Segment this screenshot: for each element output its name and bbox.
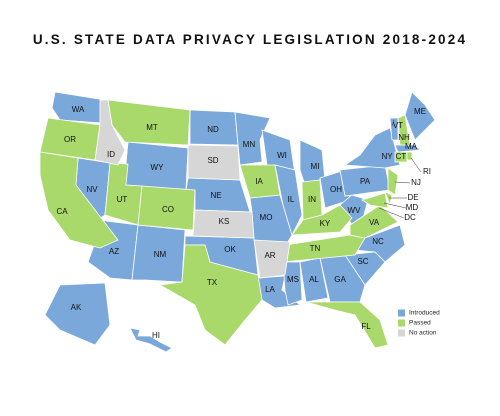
state-shape	[343, 127, 401, 169]
state-label: MD	[406, 203, 419, 212]
state-label: IA	[255, 177, 263, 186]
state-shape	[384, 191, 393, 207]
state-label: ME	[414, 107, 426, 116]
state-shape	[253, 239, 291, 279]
state-labels: WA NV AZ WY NM ND NE OK MN MO LA WI IL MI MS AL GA OH WV NC…	[56, 105, 431, 340]
state-shape	[404, 91, 436, 141]
state-shape	[389, 117, 399, 141]
state-label: GA	[334, 275, 346, 284]
state-shape	[234, 111, 271, 166]
state-label: TN	[310, 244, 321, 253]
legend-swatch	[398, 329, 405, 337]
state-label: HI	[152, 331, 160, 340]
state-shape	[192, 209, 255, 239]
state-label: NE	[210, 191, 221, 200]
state-label: DE	[407, 193, 418, 202]
state-label: MN	[243, 140, 256, 149]
state-label: AZ	[109, 247, 119, 256]
state-label: LA	[265, 285, 275, 294]
legend-swatch	[398, 319, 405, 327]
state-label: IL	[288, 195, 295, 204]
leader-line	[383, 202, 407, 209]
state-shape	[129, 327, 173, 353]
state-label: RI	[423, 167, 431, 176]
state-shape	[94, 99, 126, 166]
state-label: PA	[360, 177, 371, 186]
state-label: WV	[348, 206, 362, 215]
state-label: AK	[71, 303, 82, 312]
state-shape	[282, 261, 303, 306]
state-label: MO	[260, 213, 273, 222]
state-shape	[361, 192, 389, 209]
state-label: ID	[107, 150, 115, 159]
state-label: CO	[162, 205, 174, 214]
state-shape	[291, 204, 353, 236]
state-label: TX	[207, 278, 218, 287]
state-label: KY	[320, 219, 331, 228]
state-label: AL	[309, 275, 319, 284]
state-label: VA	[369, 218, 380, 227]
leader-line	[391, 119, 395, 127]
state-shape	[187, 144, 241, 181]
state-label: CT	[396, 152, 407, 161]
state-label: WY	[151, 163, 165, 172]
state-shape	[274, 164, 303, 237]
legend-swatch	[398, 309, 405, 317]
state-label: OH	[330, 185, 342, 194]
state-label: IN	[308, 195, 316, 204]
legend-label: Introduced	[409, 310, 440, 317]
state-label: AR	[264, 251, 275, 260]
state-shape	[349, 204, 399, 239]
state-label: NJ	[411, 178, 421, 187]
state-label: FL	[361, 322, 371, 331]
state-label: NM	[154, 250, 167, 259]
state-label: VT	[393, 121, 403, 130]
state-shape	[387, 167, 399, 196]
leader-line	[394, 181, 411, 184]
state-label: KS	[219, 217, 230, 226]
state-label: UT	[117, 195, 128, 204]
state-label: MA	[405, 142, 418, 151]
state-label: NV	[86, 185, 98, 194]
state-shape	[406, 151, 413, 161]
state-label: OR	[64, 135, 76, 144]
state-label: MS	[287, 275, 299, 284]
states	[39, 91, 436, 353]
state-label: SC	[357, 257, 368, 266]
state-shape	[44, 282, 111, 346]
state-label: ND	[207, 125, 219, 134]
state-label: NY	[381, 152, 393, 161]
state-shape	[131, 224, 186, 283]
state-label: DC	[404, 213, 416, 222]
state-label: CA	[56, 207, 68, 216]
state-shape	[344, 251, 386, 286]
state-shape	[397, 114, 411, 146]
state-label: MI	[311, 162, 320, 171]
state-shape	[158, 244, 263, 346]
leader-line	[410, 157, 422, 173]
state-label: MT	[146, 123, 158, 132]
state-shape	[394, 151, 408, 163]
map-title: U.S. STATE DATA PRIVACY LEGISLATION 2018…	[33, 32, 467, 47]
legend-label: No action	[409, 330, 437, 337]
state-shape	[239, 164, 281, 199]
leader-line	[378, 207, 405, 219]
state-shape	[51, 91, 106, 124]
state-label: SD	[207, 156, 218, 165]
state-label: WA	[72, 105, 85, 114]
legend: Introduced Passed No action	[398, 309, 440, 337]
state-shape	[39, 151, 119, 249]
state-shape	[137, 185, 196, 231]
state-label: WI	[277, 151, 287, 160]
state-label: OK	[224, 245, 236, 254]
state-label: NC	[372, 237, 384, 246]
state-shape	[305, 301, 389, 349]
legend-label: Passed	[409, 320, 431, 327]
state-label: NH	[398, 133, 410, 142]
